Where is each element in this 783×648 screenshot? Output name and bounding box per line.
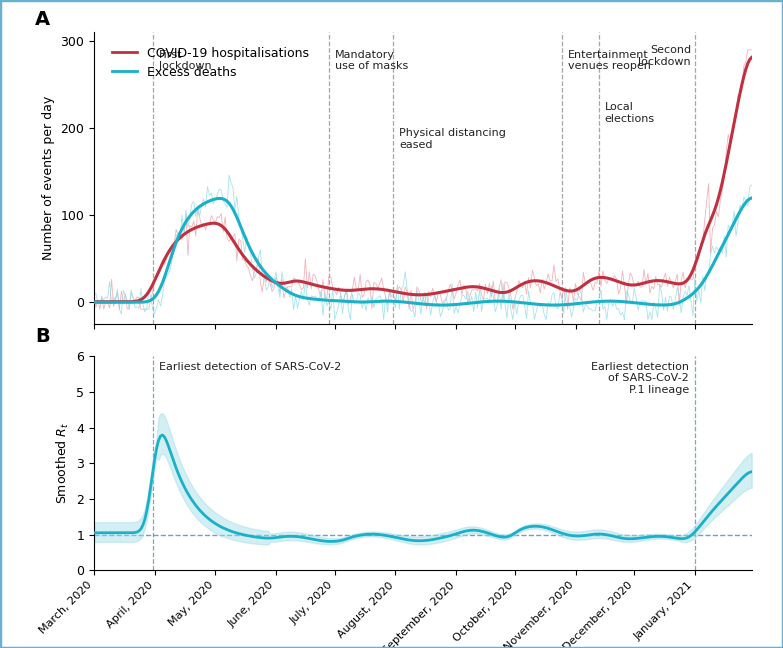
Text: Physical distancing
eased: Physical distancing eased bbox=[399, 128, 506, 150]
Text: First
lockdown: First lockdown bbox=[158, 50, 211, 71]
Text: Mandatory
use of masks: Mandatory use of masks bbox=[335, 50, 408, 71]
Text: Earliest detection
of SARS-CoV-2
P.1 lineage: Earliest detection of SARS-CoV-2 P.1 lin… bbox=[591, 362, 689, 395]
Text: Local
elections: Local elections bbox=[604, 102, 655, 124]
Text: A: A bbox=[34, 10, 50, 29]
Y-axis label: Smoothed $R_t$: Smoothed $R_t$ bbox=[55, 422, 70, 504]
Text: Earliest detection of SARS-CoV-2: Earliest detection of SARS-CoV-2 bbox=[158, 362, 341, 372]
Text: Entertainment
venues reopen: Entertainment venues reopen bbox=[568, 50, 651, 71]
Text: B: B bbox=[34, 327, 49, 346]
Y-axis label: Number of events per day: Number of events per day bbox=[41, 96, 55, 260]
Legend: COVID-19 hospitalisations, Excess deaths: COVID-19 hospitalisations, Excess deaths bbox=[106, 41, 314, 84]
Text: Second
lockdown: Second lockdown bbox=[638, 45, 691, 67]
